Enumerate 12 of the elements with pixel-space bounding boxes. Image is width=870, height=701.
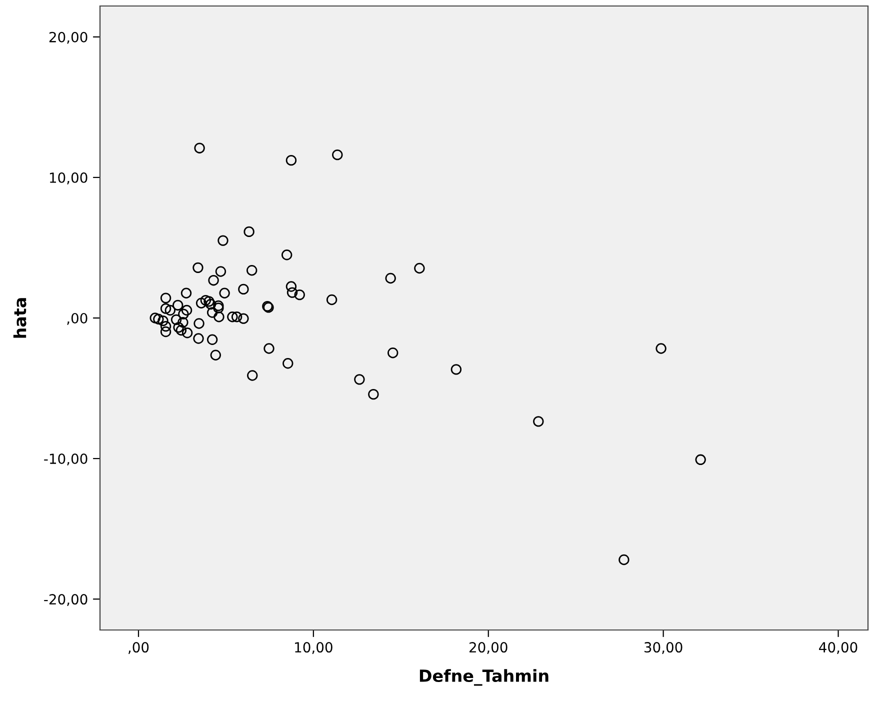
y-tick-label: 20,00	[49, 32, 88, 44]
x-tick-label: 20,00	[470, 642, 508, 654]
y-tick-label: ,00	[67, 312, 88, 325]
x-tick-label: ,00	[128, 642, 149, 654]
x-tick-label: 40,00	[819, 642, 858, 654]
y-tick-label: 10,00	[50, 172, 88, 184]
x-axis-title: Defne_Tahmin	[420, 669, 548, 686]
y-tick-label: -10,00	[44, 454, 88, 466]
y-axis-title: hata	[13, 298, 26, 338]
x-tick-label: 10,00	[295, 642, 332, 654]
x-tick-label: 30,00	[644, 642, 682, 654]
y-tick-label: -20,00	[44, 594, 88, 606]
